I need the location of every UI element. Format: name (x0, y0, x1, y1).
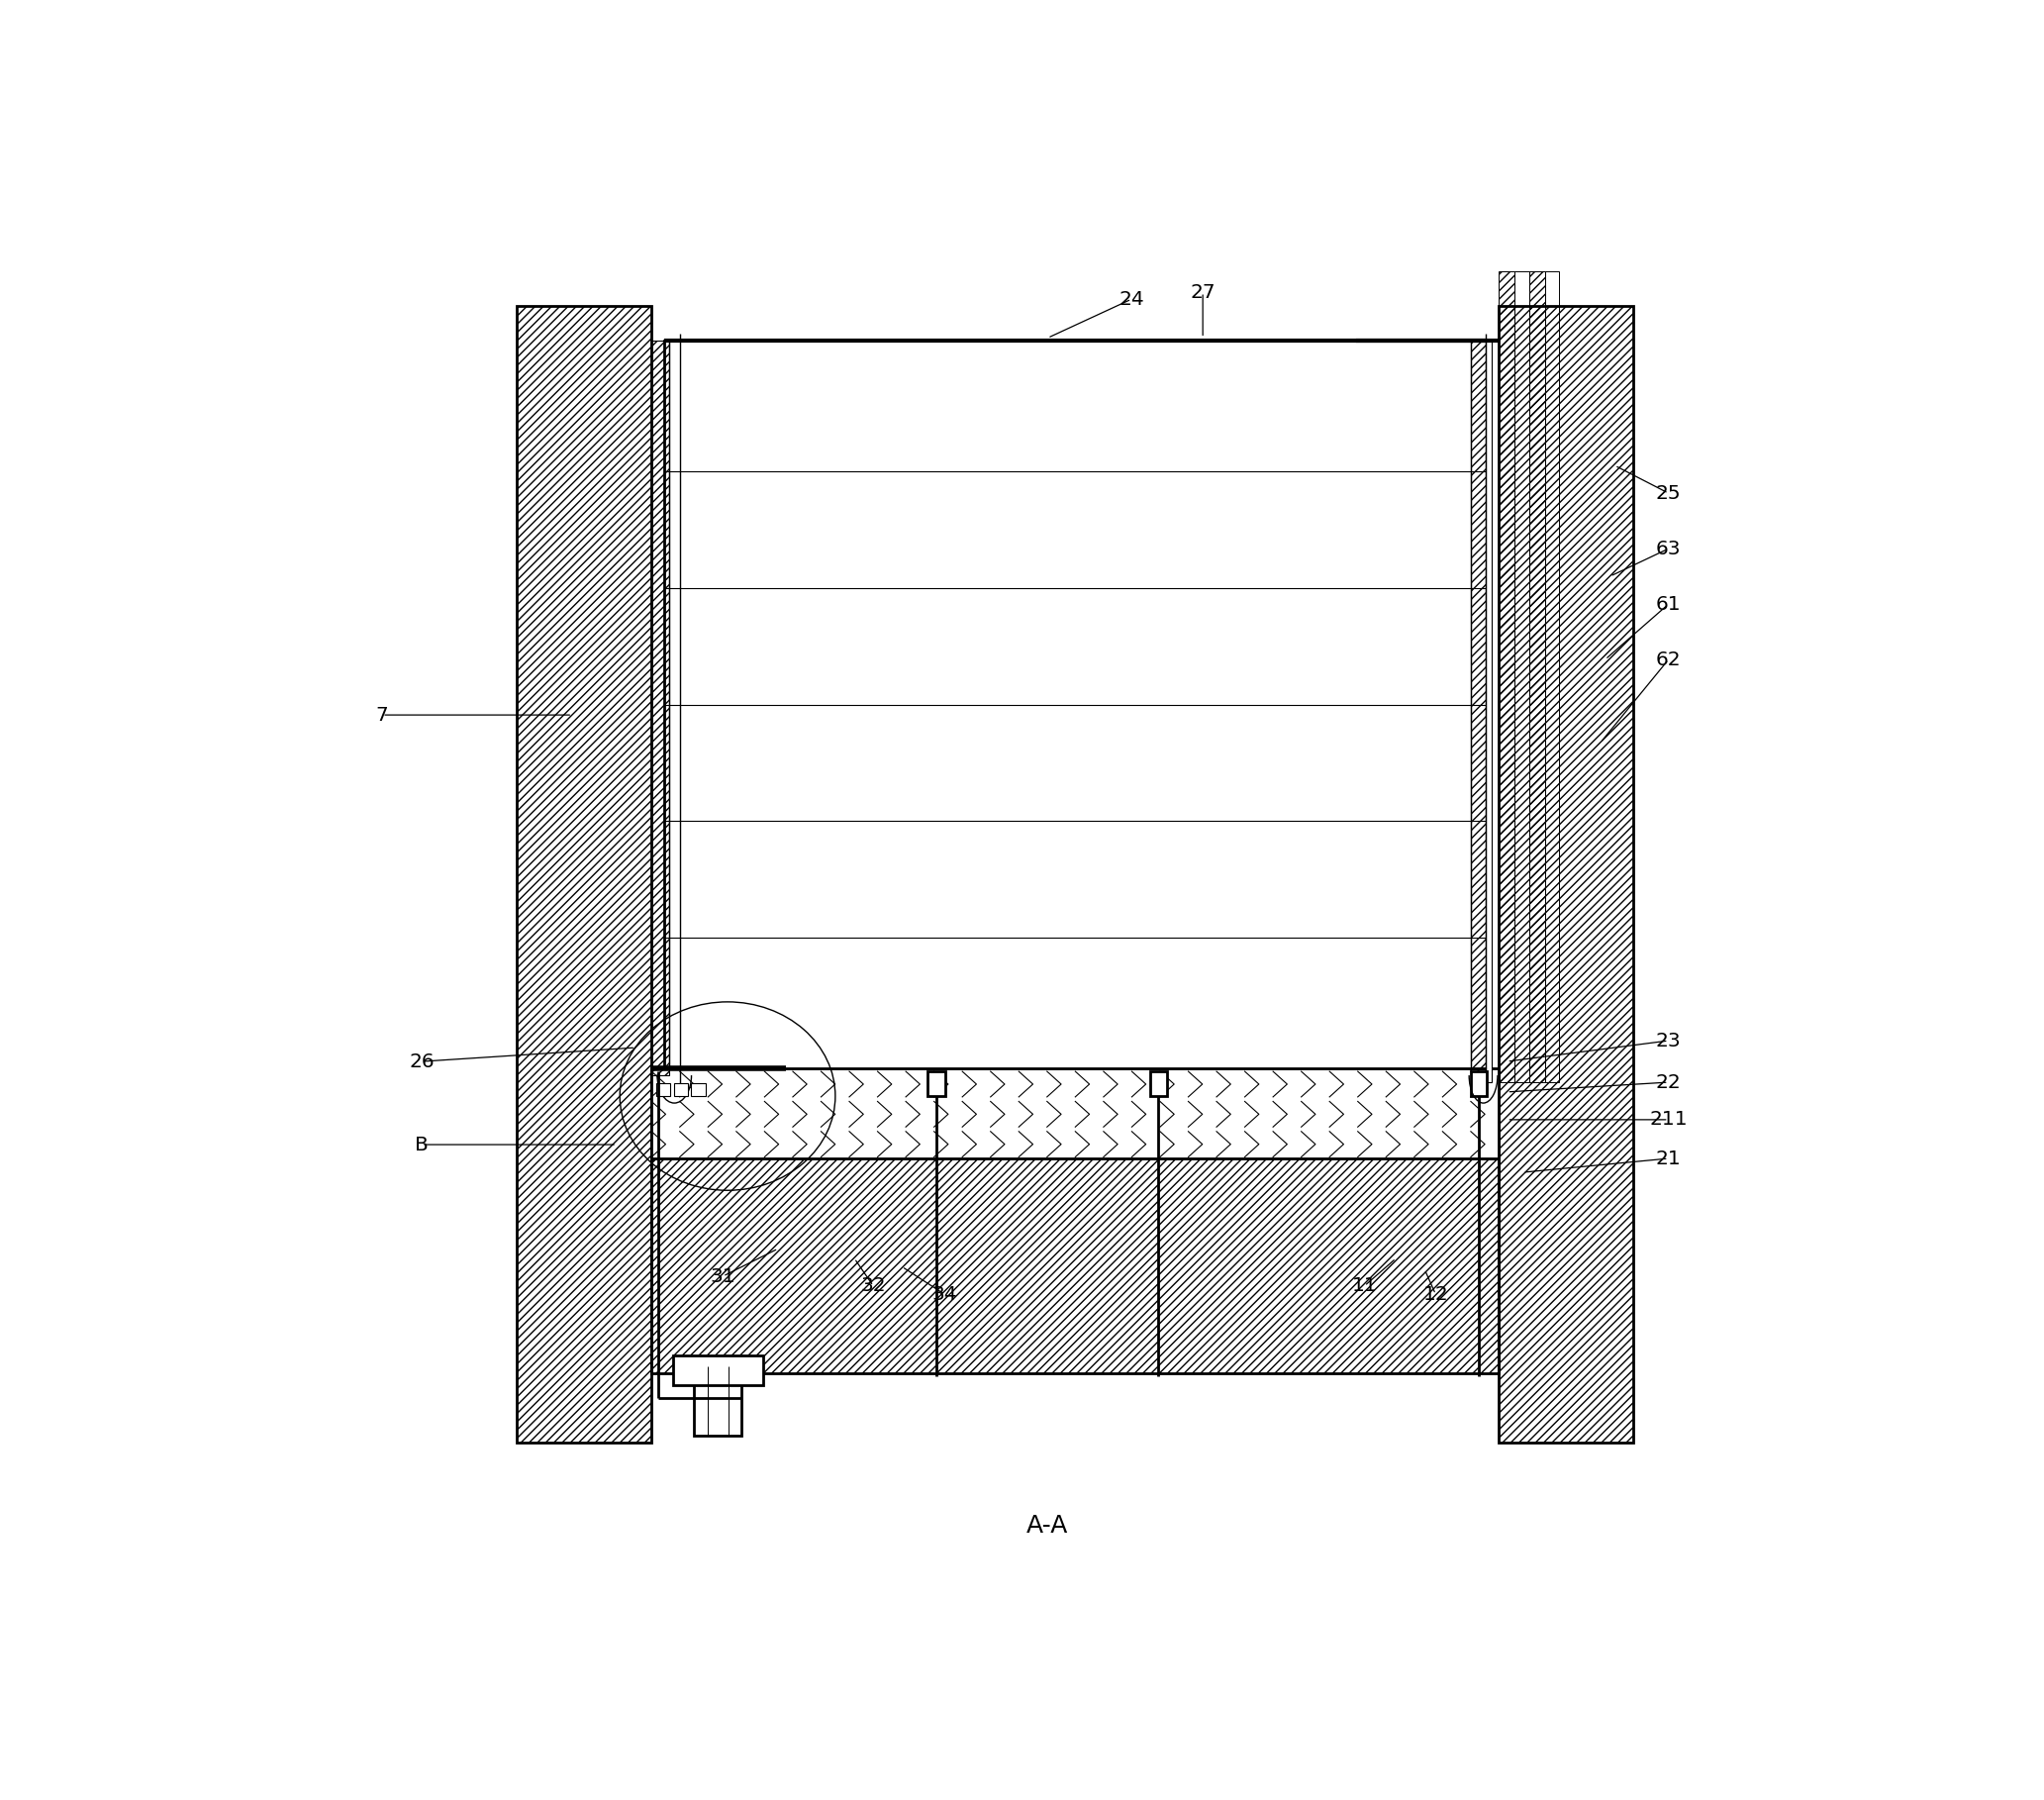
Text: 32: 32 (861, 1276, 885, 1296)
Bar (1529, 272, 1545, 1082)
Text: 11: 11 (1351, 1276, 1378, 1296)
Bar (1486, 340, 1492, 1082)
Bar (695, 1366, 742, 1436)
Text: 24: 24 (1118, 290, 1145, 308)
Bar (1515, 272, 1529, 1082)
Bar (652, 340, 668, 1075)
Text: 31: 31 (709, 1267, 736, 1285)
Bar (691, 1084, 705, 1096)
Bar (672, 1355, 762, 1386)
Text: B: B (415, 1136, 429, 1154)
Text: 63: 63 (1656, 540, 1680, 558)
Bar (1149, 1071, 1167, 1096)
Bar (517, 306, 652, 1442)
Bar (1545, 272, 1560, 1082)
Text: A-A: A-A (1026, 1514, 1069, 1537)
Bar (675, 1084, 689, 1096)
Text: 25: 25 (1656, 484, 1682, 502)
Text: 62: 62 (1656, 650, 1682, 670)
Bar (1470, 340, 1486, 1075)
Bar (1498, 306, 1633, 1442)
Text: 34: 34 (932, 1285, 957, 1303)
Bar (1498, 272, 1515, 1082)
Text: 12: 12 (1423, 1285, 1449, 1303)
Text: 61: 61 (1656, 594, 1682, 614)
Text: 22: 22 (1656, 1073, 1682, 1091)
Text: 27: 27 (1190, 283, 1216, 302)
Bar (1472, 1071, 1486, 1096)
Bar (664, 340, 1486, 1069)
Bar (656, 1084, 670, 1096)
Text: 7: 7 (376, 706, 388, 724)
Text: 26: 26 (409, 1051, 435, 1071)
Text: 21: 21 (1656, 1148, 1682, 1168)
Bar (652, 1159, 1498, 1373)
Text: 23: 23 (1656, 1031, 1682, 1049)
Bar (928, 1071, 946, 1096)
Bar (652, 1069, 1498, 1159)
Text: 211: 211 (1650, 1111, 1688, 1129)
